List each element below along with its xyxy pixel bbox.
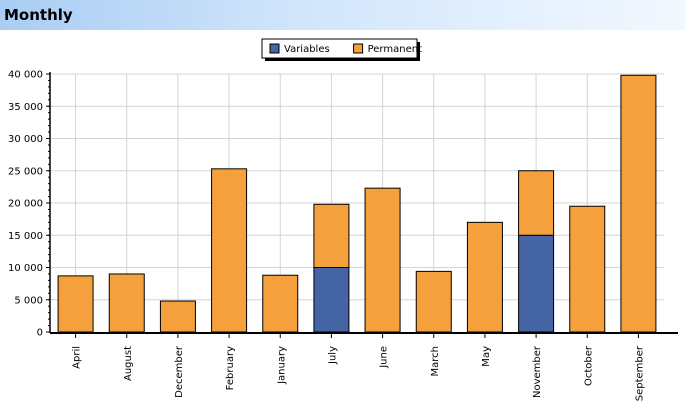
- x-tick-label: September: [634, 345, 645, 401]
- y-tick-label: 20 000: [8, 199, 43, 210]
- bar-permanent-january: [262, 274, 299, 333]
- bar-variables-november: [518, 234, 555, 333]
- x-tick-label: February: [225, 346, 236, 390]
- bar-permanent-may: [466, 221, 503, 333]
- x-tick-label: July: [327, 346, 338, 365]
- x-tick-label: June: [379, 346, 390, 369]
- bar-permanent-december: [159, 300, 196, 333]
- legend-label-permanent: Permanent: [368, 44, 422, 55]
- y-tick-label: 30 000: [8, 134, 43, 145]
- y-tick-label: 15 000: [8, 231, 43, 242]
- bar-permanent-august: [108, 273, 145, 333]
- legend-swatch-permanent: [353, 43, 364, 54]
- y-tick-label: 0: [37, 328, 43, 339]
- y-tick-label: 10 000: [8, 263, 43, 274]
- legend-swatch-variables: [269, 43, 280, 54]
- bar-permanent-february: [211, 168, 248, 333]
- x-tick-label: December: [174, 345, 185, 398]
- x-tick-label: August: [123, 346, 134, 381]
- bar-permanent-september: [620, 74, 657, 333]
- x-tick-label: March: [430, 346, 441, 376]
- title-bar: Monthly: [0, 0, 685, 30]
- y-tick-label: 35 000: [8, 102, 43, 113]
- bar-variables-july: [313, 267, 350, 333]
- legend: Variables Permanent: [261, 38, 422, 61]
- x-tick-label: November: [532, 345, 543, 398]
- legend-label-variables: Variables: [284, 44, 330, 55]
- bar-permanent-june: [364, 187, 401, 333]
- page-title: Monthly: [4, 6, 73, 24]
- y-tick-label: 5 000: [14, 295, 43, 306]
- bar-permanent-july: [313, 203, 350, 268]
- bar-permanent-march: [415, 270, 452, 333]
- x-tick-label: January: [276, 346, 287, 385]
- bars: [57, 74, 657, 333]
- y-tick-label: 40 000: [8, 70, 43, 81]
- x-tick-label: October: [583, 345, 594, 386]
- x-tick-label: April: [72, 346, 83, 369]
- axes: 0 5 000 10 000 15 000 20 000 25 000 30 000 35 0…: [8, 70, 678, 401]
- bar-permanent-november: [518, 170, 555, 236]
- legend-box: [261, 38, 418, 59]
- bar-permanent-october: [569, 205, 606, 333]
- bar-permanent-april: [57, 275, 94, 333]
- x-tick-label: May: [481, 346, 492, 367]
- y-tick-label: 25 000: [8, 166, 43, 177]
